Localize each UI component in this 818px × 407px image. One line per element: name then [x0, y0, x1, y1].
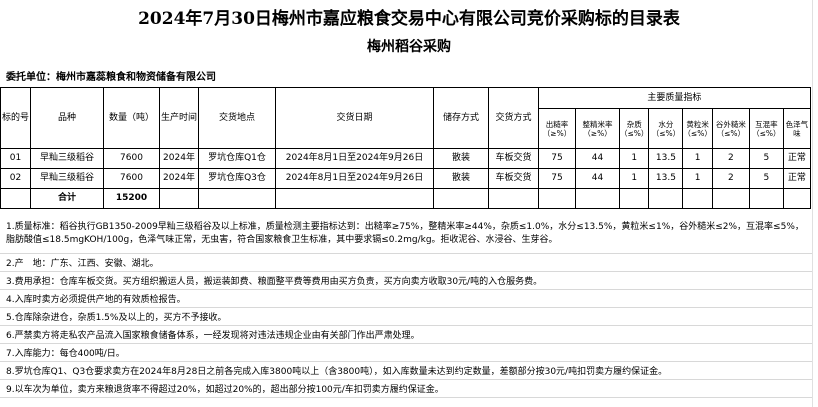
- cell-delivery: 车板交货: [488, 148, 539, 169]
- cell-storage: 散装: [433, 148, 489, 169]
- cell-quality: 75: [538, 168, 576, 189]
- grid-line: [812, 0, 813, 407]
- cell-quality: 44: [575, 148, 620, 169]
- total-label: 合计: [30, 188, 104, 209]
- cell-quality: 2: [711, 168, 750, 189]
- header-date: 交货日期: [275, 87, 434, 149]
- cell-location: 罗坑仓库Q3仓: [198, 168, 276, 189]
- cell-variety: 早籼三级稻谷: [30, 148, 104, 169]
- note-item: 4.入库时卖方必须提供产地的有效质检报告。: [0, 290, 812, 308]
- cell-location: 罗坑仓库Q1仓: [198, 148, 276, 169]
- cell-production: 2024年: [159, 168, 199, 189]
- cell-variety: 早籼三级稻谷: [30, 168, 104, 189]
- header-quantity: 数量（吨）: [103, 87, 160, 149]
- header-production: 生产时间: [159, 87, 199, 149]
- consignor: 委托单位：梅州市嘉蕊粮食和物资储备有限公司: [6, 72, 216, 83]
- cell-quality: 75: [538, 148, 576, 169]
- total-row: 合计 15200: [0, 188, 811, 209]
- table-row: 01 早籼三级稻谷 7600 2024年 罗坑仓库Q1仓 2024年8月1日至2…: [0, 148, 811, 169]
- cell-date: 2024年8月1日至2024年9月26日: [275, 148, 434, 169]
- cell-lot-no: 01: [0, 148, 31, 169]
- cell-quantity: 7600: [103, 168, 160, 189]
- lot-table: 标的号 品种 数量（吨） 生产时间 交货地点 交货日期 储存方式 交货方式 主要…: [0, 87, 811, 209]
- header-quality-group: 主要质量指标: [538, 87, 811, 109]
- cell-quality: 1: [682, 148, 713, 169]
- cell-quantity: 7600: [103, 148, 160, 169]
- total-quantity: 15200: [103, 188, 160, 209]
- note-item: 6.严禁卖方将走私农产品流入国家粮食储备体系，一经发现将对违法违规企业由有关部门…: [0, 326, 812, 344]
- header-lot-no: 标的号: [0, 87, 31, 149]
- cell-quality: 1: [682, 168, 713, 189]
- note-item: 9.以车次为单位，卖方来粮退货率不得超过20%，如超过20%的，超出部分按100…: [0, 380, 812, 398]
- header-location: 交货地点: [198, 87, 276, 149]
- header-quality: 出糙率（≥%）: [538, 108, 576, 149]
- cell-date: 2024年8月1日至2024年9月26日: [275, 168, 434, 189]
- note-item: 2.产 地：广东、江西、安徽、湖北。: [0, 254, 812, 272]
- cell-storage: 散装: [433, 168, 489, 189]
- page-subtitle: 梅州稻谷采购: [367, 39, 451, 55]
- header-quality: 水分（≤%）: [648, 108, 684, 149]
- header-variety: 品种: [30, 87, 104, 149]
- header-quality: 色泽气味: [782, 108, 811, 149]
- note-item: 3.费用承担：仓库车板交货。买方组织搬运人员，搬运装卸费、粮面整平费等费用由买方…: [0, 272, 812, 290]
- cell-lot-no: 02: [0, 168, 31, 189]
- cell-quality: 1: [618, 148, 650, 169]
- header-quality: 互混率（≤%）: [748, 108, 784, 149]
- header-quality: 谷外糙米（≤%）: [711, 108, 750, 149]
- cell-production: 2024年: [159, 148, 199, 169]
- header-quality: 黄粒米（≤%）: [682, 108, 713, 149]
- header-quality: 整精米率（≥%）: [575, 108, 620, 149]
- cell-quality: 5: [748, 168, 784, 189]
- cell-quality: 正常: [782, 148, 811, 169]
- page-title: 2024年7月30日梅州市嘉应粮食交易中心有限公司竞价采购标的目录表: [138, 9, 680, 29]
- note-item: 1.质量标准：稻谷执行GB1350-2009早籼三级稻谷及以上标准，质量检测主要…: [0, 214, 812, 254]
- cell-quality: 正常: [782, 168, 811, 189]
- cell-quality: 13.5: [648, 148, 684, 169]
- cell-quality: 5: [748, 148, 784, 169]
- header-quality: 杂质（≤%）: [618, 108, 650, 149]
- cell-quality: 1: [618, 168, 650, 189]
- note-item: 8.罗坑仓库Q1、Q3仓要求卖方在2024年8月28日之前各完成入库3800吨以…: [0, 362, 812, 380]
- note-item: 5.仓库除杂进仓，杂质1.5%及以上的，买方不予接收。: [0, 308, 812, 326]
- table-row: 02 早籼三级稻谷 7600 2024年 罗坑仓库Q3仓 2024年8月1日至2…: [0, 168, 811, 189]
- header-storage: 储存方式: [433, 87, 489, 149]
- note-item: 7.入库能力：每仓400吨/日。: [0, 344, 812, 362]
- cell-delivery: 车板交货: [488, 168, 539, 189]
- cell-quality: 13.5: [648, 168, 684, 189]
- notes: 1.质量标准：稻谷执行GB1350-2009早籼三级稻谷及以上标准，质量检测主要…: [0, 214, 812, 398]
- cell-quality: 2: [711, 148, 750, 169]
- header-delivery: 交货方式: [488, 87, 539, 149]
- cell-quality: 44: [575, 168, 620, 189]
